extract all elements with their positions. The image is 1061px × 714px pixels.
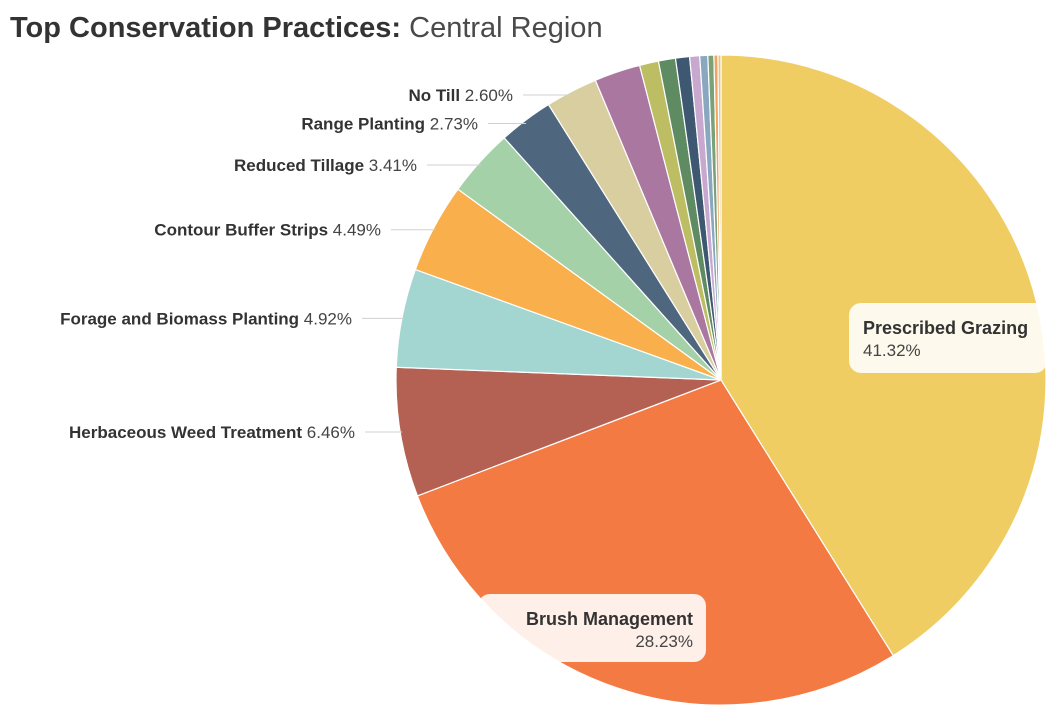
pie-slice-herbaceous-weed-treatment[interactable] [395,366,722,497]
slice-label-herbaceous-weed-treatment: Herbaceous Weed Treatment 6.46% [69,423,355,442]
slice-label-reduced-tillage: Reduced Tillage 3.41% [234,156,417,175]
chart-title-region: Central Region [409,12,603,44]
slice-label-value: 4.92% [304,309,352,328]
slice-label-no-till: No Till 2.60% [408,86,513,105]
slice-label-name: No Till [408,86,464,105]
slice-label-name: Brush Management [526,609,693,629]
slice-label-forage-and-biomass-planting: Forage and Biomass Planting 4.92% [60,309,352,328]
slice-label-name: Prescribed Grazing [863,318,1028,338]
slice-label-name: Forage and Biomass Planting [60,309,304,328]
slice-label-brush-management: Brush Management 28.23% [478,594,706,662]
chart-title: Top Conservation Practices: Central Regi… [10,12,603,45]
slice-label-name: Range Planting [301,115,429,134]
slice-label-value: 28.23% [635,632,693,651]
slice-label-range-planting: Range Planting 2.73% [301,115,478,134]
slice-label-prescribed-grazing: Prescribed Grazing 41.32% [849,303,1047,373]
slice-label-contour-buffer-strips: Contour Buffer Strips 4.49% [154,221,381,240]
pie-slice-other-16[interactable] [717,54,722,381]
label-background [478,594,706,662]
slice-label-value: 2.60% [465,86,513,105]
label-background [849,303,1047,373]
chart-title-bold: Top Conservation Practices: [10,12,402,44]
slice-label-value: 2.73% [430,115,478,134]
slice-label-name: Reduced Tillage [234,156,369,175]
slice-label-value: 4.49% [333,221,381,240]
slice-label-value: 6.46% [307,423,355,442]
slice-label-value: 41.32% [863,341,921,360]
slice-label-name: Contour Buffer Strips [154,221,333,240]
slice-label-value: 3.41% [369,156,417,175]
slice-label-name: Herbaceous Weed Treatment [69,423,307,442]
